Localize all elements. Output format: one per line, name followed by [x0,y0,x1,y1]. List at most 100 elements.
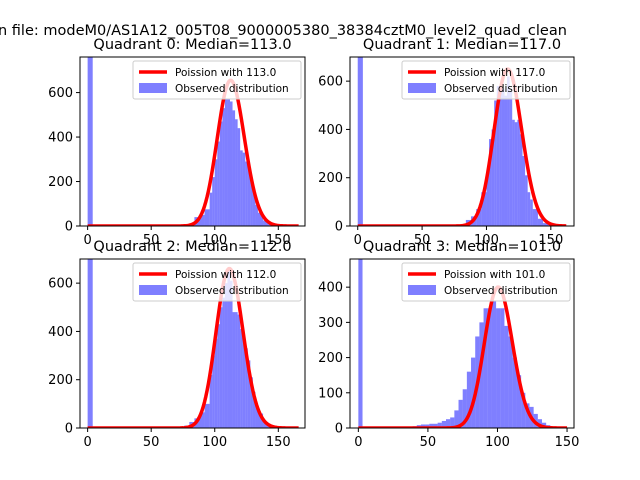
subplot-title: Quadrant 2: Median=112.0 [93,239,291,255]
plot-area [87,57,300,226]
axes-frame [79,56,306,227]
histogram-bar [242,336,246,428]
histogram-bar [500,308,505,428]
histogram-bar [504,325,509,428]
histogram-bar [508,336,513,428]
histogram-bar [509,90,513,226]
legend-label-hist: Observed distribution [175,285,289,297]
plot-area [87,259,300,428]
histogram-bar [527,192,531,226]
y-tick-label: 600 [48,277,73,292]
histogram-bar [214,338,218,428]
x-tick-label: 0 [354,233,362,248]
legend-label-hist: Observed distribution [444,285,558,297]
histogram-bar [420,424,426,428]
legend-swatch-hist [139,83,167,93]
histogram-bar [232,312,236,428]
histogram-bars [87,57,289,226]
legend-box [132,262,302,302]
histogram-bar [227,271,230,428]
x-tick-label: 150 [266,233,291,248]
histogram-bar [504,95,508,226]
axes-frame [79,258,306,429]
legend-swatch-hist [408,83,436,93]
histogram-bar [237,314,241,428]
histogram-bar [458,399,463,428]
histogram-bar [222,108,225,226]
histogram-bar [252,192,256,226]
histogram-bar [250,179,253,226]
histogram-bar [214,159,218,226]
histogram-bar [250,377,253,428]
x-tick-label: 100 [202,435,227,450]
legend-box [401,60,571,100]
poisson-fit-line [87,78,300,226]
histogram-bar [204,403,210,428]
histogram-bar [224,283,228,428]
x-tick-label: 0 [83,435,91,450]
y-tick-label: 300 [318,316,343,331]
subplot-quadrant-3: 0 50 100 150 0 100 200 300 400 Poission with 101.… [318,239,579,450]
histogram-bar [199,214,205,226]
legend-box [132,60,302,100]
histogram-bars [87,259,289,428]
x-tick-label: 0 [83,233,91,248]
histogram-bar [87,259,93,428]
histogram-bar [501,88,505,226]
histogram-bar [245,161,248,226]
subplot-quadrant-2: 0 50 100 150 0 200 400 600 Poission with 112.0 Ob… [48,239,306,450]
y-tick-label: 400 [318,123,343,138]
histogram-bar [441,420,446,428]
histogram-bar [245,348,248,428]
y-tick-label: 400 [48,131,73,146]
x-tick-label: 150 [266,435,291,450]
y-tick-label: 200 [318,171,343,186]
histogram-bar [224,99,228,226]
histogram-bar [263,220,269,226]
histogram-bar [471,357,476,428]
axes-frame [349,56,575,227]
y-tick-label: 100 [318,386,343,401]
legend-label-fit: Poission with 112.0 [175,269,276,281]
histogram-bar [516,375,522,428]
histogram-bar [446,419,451,428]
legend: Poission with 117.0 Observed distribution [401,60,571,100]
histogram-bar [247,360,251,428]
histogram-bar [514,122,518,226]
histogram-bar [519,134,523,226]
histogram-bar [483,308,488,428]
histogram-bar [537,419,542,428]
histogram-bar [454,410,459,428]
x-tick-label: 150 [555,435,580,450]
histogram-bar [425,424,430,428]
histogram-bar [219,121,223,226]
legend-box [401,262,571,302]
histogram-bar [240,150,243,226]
histogram-bar [462,389,467,428]
histogram-bar [522,155,526,226]
histogram-bar [437,422,442,428]
y-tick-label: 0 [65,422,73,437]
x-tick-label: 0 [354,435,362,450]
histogram-bar [358,259,363,428]
histogram-bar [209,374,213,428]
histogram-bar [512,119,515,226]
histogram-bar [486,170,490,226]
legend-swatch-hist [139,285,167,295]
subplot-quadrant-0: 0 50 100 150 0 200 400 600 Poission with 113.0 Ob… [48,37,306,248]
y-tick-label: 200 [48,175,73,190]
legend-label-fit: Poission with 117.0 [444,67,545,79]
y-tick-label: 200 [48,373,73,388]
histogram-bar [212,355,215,428]
histogram-bar [222,297,225,428]
histogram-bar [450,417,455,428]
histogram-bar [263,421,269,428]
legend-label-fit: Poission with 101.0 [444,269,545,281]
x-tick-label: 150 [538,233,563,248]
histogram-bar [525,403,530,428]
histogram-bar [255,403,258,428]
histogram-bar [532,209,538,226]
poisson-fit-line [357,285,568,428]
histogram-bar [209,192,213,226]
y-tick-label: 200 [318,351,343,366]
